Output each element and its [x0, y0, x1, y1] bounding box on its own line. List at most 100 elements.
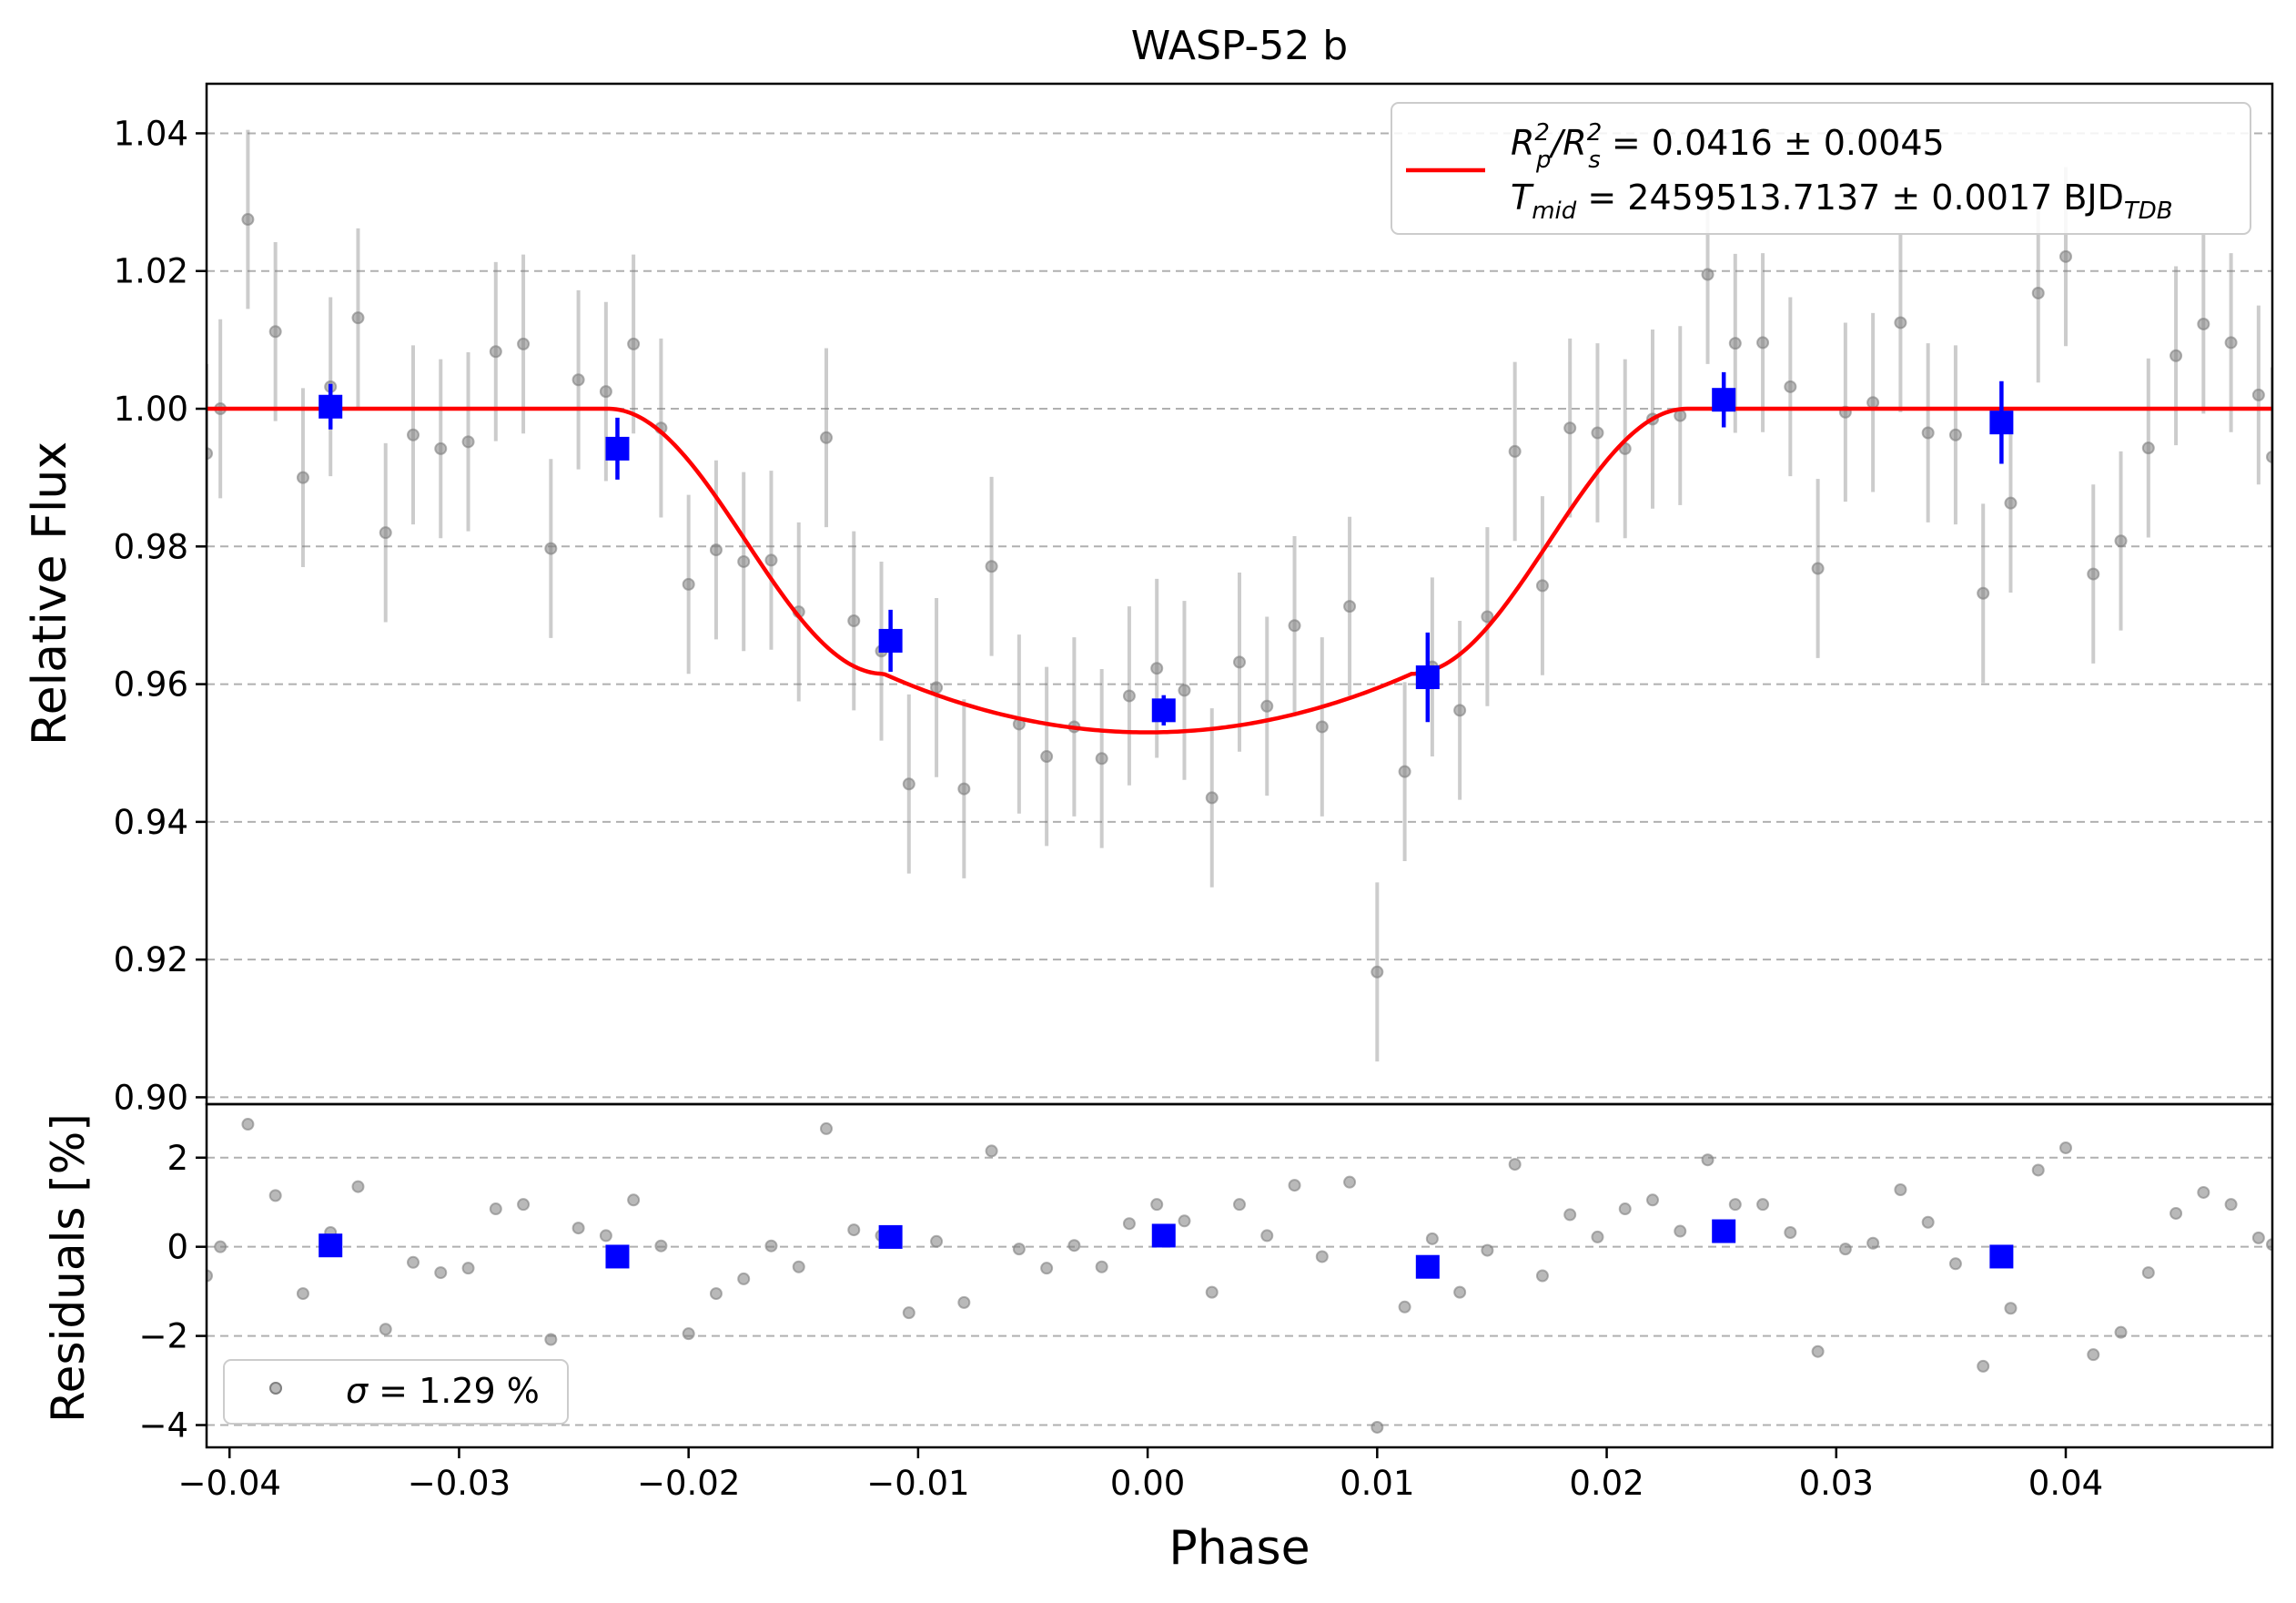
chart-title: WASP-52 b: [1131, 23, 1348, 69]
residual-raw-point: [1122, 1217, 1136, 1231]
residual-raw-point: [1894, 1183, 1907, 1197]
raw-data-point: [1150, 662, 1164, 675]
raw-data-point: [351, 311, 365, 325]
raw-data-point: [682, 577, 695, 591]
raw-data-point: [1866, 396, 1880, 410]
binned-data-point: [1415, 665, 1440, 690]
raw-data-point: [1563, 421, 1577, 435]
raw-data-point: [1122, 689, 1136, 703]
raw-data-point: [1343, 600, 1357, 614]
residual-raw-point: [2197, 1185, 2210, 1199]
residual-raw-point: [1315, 1250, 1329, 1263]
residual-raw-point: [1563, 1208, 1577, 1222]
raw-data-point: [902, 777, 915, 791]
residual-raw-point: [709, 1287, 723, 1301]
lightcurve-raw-points: [207, 213, 2272, 979]
legend-depth-text: R2 p/R2 s = 0.0416 ± 0.0045: [1511, 119, 1945, 174]
residual-raw-point: [627, 1193, 641, 1207]
residual-raw-point: [268, 1189, 282, 1202]
residual-raw-point: [847, 1223, 861, 1237]
residual-raw-point: [1784, 1226, 1797, 1240]
raw-data-point: [1728, 337, 1742, 350]
raw-data-point: [296, 471, 309, 484]
raw-data-point: [2170, 349, 2183, 362]
raw-data-point: [407, 428, 420, 441]
raw-data-point: [1040, 750, 1054, 764]
residual-raw-point: [1067, 1239, 1081, 1253]
residuals-y-axis-label: Residuals [%]: [42, 1113, 95, 1423]
residual-raw-point: [599, 1229, 612, 1243]
residual-raw-point: [2004, 1302, 2018, 1315]
x-tick-label: −0.02: [637, 1464, 740, 1503]
residual-raw-point: [1866, 1236, 1880, 1250]
raw-data-point: [1233, 655, 1246, 669]
binned-data-point: [1989, 411, 2014, 435]
raw-data-point: [1811, 562, 1825, 575]
residuals-legend-text: σ = 1.29 %: [346, 1371, 540, 1411]
residual-raw-point: [2114, 1325, 2128, 1339]
raw-data-point: [571, 373, 585, 387]
raw-data-point: [847, 614, 861, 627]
residual-raw-point: [214, 1240, 228, 1253]
lightcurve-y-tick-label: 0.94: [114, 803, 188, 842]
residual-raw-point: [737, 1272, 751, 1285]
raw-data-point: [517, 337, 531, 350]
residual-binned-point: [1415, 1254, 1440, 1279]
residual-raw-point: [1591, 1230, 1604, 1243]
x-tick-label: 0.02: [1569, 1464, 1644, 1503]
lightcurve-y-tick-label: 1.02: [114, 252, 188, 291]
raw-data-point: [1977, 586, 1990, 600]
residuals-legend-box: [223, 1359, 569, 1425]
residual-raw-point: [1453, 1285, 1467, 1299]
raw-data-point: [820, 431, 833, 444]
lightcurve-y-tick-label: 0.90: [114, 1078, 188, 1117]
residuals-y-tick-label: 2: [167, 1139, 188, 1178]
lightcurve-legend: R2 p/R2 s = 0.0416 ± 0.0045 Tmid = 2459513…: [1391, 102, 2251, 235]
residuals-y-tick-label: 0: [167, 1228, 188, 1267]
residual-raw-point: [1728, 1198, 1742, 1212]
residuals-axes-frame: [205, 1102, 2274, 1449]
raw-data-point: [379, 526, 392, 540]
residuals-raw-points: [207, 1118, 2272, 1434]
raw-data-point: [1453, 704, 1467, 717]
raw-data-point: [1784, 380, 1797, 393]
residual-raw-point: [517, 1198, 531, 1212]
raw-data-point: [1481, 610, 1494, 624]
lightcurve-legend-box: [1391, 102, 2251, 235]
residual-raw-point: [2170, 1206, 2183, 1220]
raw-data-point: [957, 782, 971, 796]
raw-data-point: [2114, 534, 2128, 548]
residual-raw-point: [2031, 1163, 2045, 1177]
residual-raw-point: [1977, 1359, 1990, 1373]
x-tick-label: 0.03: [1799, 1464, 1874, 1503]
raw-data-point: [1948, 428, 1962, 441]
raw-data-point: [268, 325, 282, 339]
residual-raw-point: [1508, 1158, 1522, 1172]
residual-raw-point: [1178, 1214, 1191, 1228]
residuals-panel: −4 −2 0 2 Residuals [%] σ = 1.29 %: [42, 1102, 2274, 1449]
residual-raw-point: [434, 1266, 448, 1280]
residual-binned-point: [1151, 1223, 1176, 1248]
residual-raw-point: [957, 1295, 971, 1309]
x-axis-ticks: −0.04 −0.03 −0.02 −0.01 0.00 0.01 0.02 0.03 0.04: [178, 1447, 2103, 1503]
residuals-legend-marker: [269, 1382, 282, 1395]
residual-raw-point: [1646, 1193, 1659, 1207]
lightcurve-panel: 0.90 0.92 0.94 0.96 0.98 1.00 1.02 1.04 Relativ…: [23, 82, 2274, 1117]
raw-data-point: [2031, 286, 2045, 299]
raw-data-point: [737, 554, 751, 568]
raw-data-point: [2224, 336, 2238, 350]
raw-data-point: [241, 213, 255, 227]
binned-data-point: [319, 394, 343, 419]
residual-raw-point: [296, 1287, 309, 1301]
residual-binned-point: [1712, 1219, 1736, 1243]
transit-model-curve: [207, 406, 2272, 735]
residuals-legend: σ = 1.29 %: [223, 1359, 569, 1425]
residual-raw-point: [1398, 1300, 1411, 1314]
lightcurve-binned-points: [319, 388, 2014, 723]
residual-raw-point: [2251, 1231, 2265, 1244]
residual-raw-point: [1838, 1243, 1852, 1256]
raw-data-point: [1535, 579, 1549, 593]
residual-binned-point: [1989, 1244, 2014, 1269]
raw-data-point: [1260, 699, 1274, 713]
